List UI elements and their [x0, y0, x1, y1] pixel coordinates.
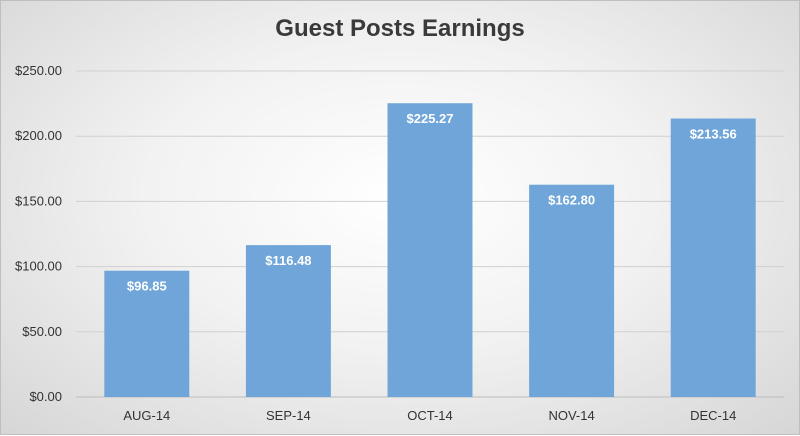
bar: [104, 270, 190, 397]
data-label: $213.56: [690, 127, 737, 142]
bar: [670, 118, 756, 397]
x-tick-label: DEC-14: [690, 408, 736, 423]
y-tick-label: $0.00: [29, 389, 62, 404]
x-tick-label: OCT-14: [407, 408, 453, 423]
y-tick-label: $50.00: [22, 324, 62, 339]
y-tick-label: $200.00: [15, 128, 62, 143]
data-label: $225.27: [407, 111, 454, 126]
bar: [245, 245, 331, 397]
bar: [387, 103, 473, 397]
y-tick-label: $150.00: [15, 193, 62, 208]
y-tick-label: $100.00: [15, 259, 62, 274]
data-label: $162.80: [548, 193, 595, 208]
y-tick-label: $250.00: [15, 63, 62, 78]
data-label: $96.85: [127, 279, 167, 294]
x-tick-label: SEP-14: [266, 408, 311, 423]
chart-title: Guest Posts Earnings: [275, 15, 525, 42]
data-label: $116.48: [265, 253, 311, 268]
x-tick-label: NOV-14: [548, 408, 594, 423]
bar: [529, 184, 615, 397]
x-tick-label: AUG-14: [123, 408, 170, 423]
